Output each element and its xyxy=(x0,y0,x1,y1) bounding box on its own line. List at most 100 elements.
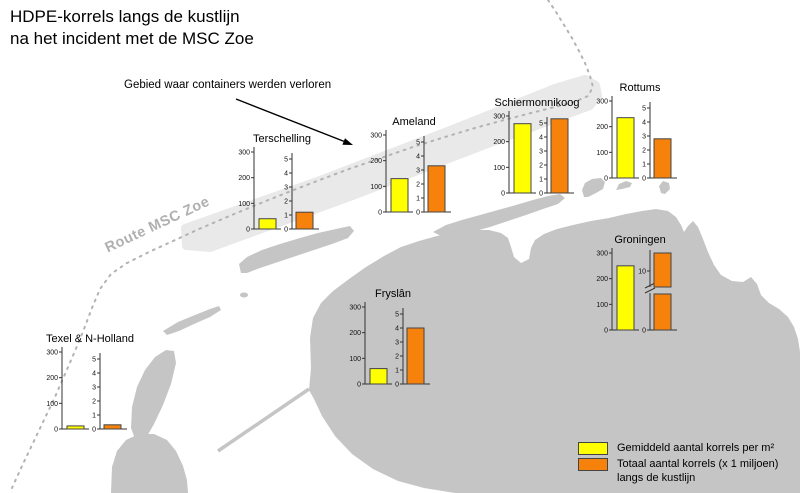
chart-title: Terschelling xyxy=(253,133,311,145)
bar-totaal xyxy=(406,327,425,385)
location-chart-fryslan: Fryslân 0 100 200 300 0 1 2 3 4 5 xyxy=(349,288,430,389)
annotation-label: Gebied waar containers werden verloren xyxy=(124,79,332,91)
tick-label: 200 xyxy=(596,124,608,131)
bar-totaal-lower xyxy=(653,293,672,331)
tick-label: 0 xyxy=(395,382,399,389)
bar-totaal xyxy=(653,138,672,179)
tick-label: 0 xyxy=(54,427,58,434)
bar-gemiddeld xyxy=(513,123,532,194)
tick-label: 0 xyxy=(604,176,608,183)
legend-swatch-totaal xyxy=(578,458,608,471)
tick-label: 5 xyxy=(92,357,96,364)
tick-label: 200 xyxy=(370,158,382,165)
tick-label: 100 xyxy=(349,356,361,363)
tick-label: 300 xyxy=(46,350,58,357)
tick-label: 2 xyxy=(395,354,399,361)
legend: Gemiddeld aantal korrels per m² Totaal a… xyxy=(570,441,778,487)
bar-gemiddeld xyxy=(66,425,85,430)
land-mainland xyxy=(309,209,800,493)
tick-label: 4 xyxy=(284,171,288,178)
tick-label: 100 xyxy=(238,201,250,208)
tick-label: 4 xyxy=(539,135,543,142)
bar-gemiddeld xyxy=(616,117,635,179)
chart-title: Texel & N-Holland xyxy=(46,333,134,345)
tick-label: 4 xyxy=(416,154,420,161)
tick-label: 1 xyxy=(284,213,288,220)
axis-gemiddeld xyxy=(251,147,281,230)
tick-label: 300 xyxy=(370,133,382,140)
tick-label: 300 xyxy=(493,114,505,121)
tick-label: 300 xyxy=(596,251,608,258)
tick-label: 2 xyxy=(92,399,96,406)
tick-label: 100 xyxy=(596,150,608,157)
tick-label: 200 xyxy=(493,139,505,146)
tick-label: 0 xyxy=(92,427,96,434)
chart-title: Rottums xyxy=(620,82,661,94)
island-terschelling xyxy=(239,226,354,273)
tick-label: 5 xyxy=(284,157,288,164)
bar-gemiddeld xyxy=(616,265,635,331)
legend-item: Gemiddeld aantal korrels per m² xyxy=(570,441,778,455)
tick-label: 2 xyxy=(284,199,288,206)
tick-label: 5 xyxy=(416,140,420,147)
page-title-line1: HDPE-korrels langs de kustlijn xyxy=(10,7,240,26)
tick-label: 1 xyxy=(416,196,420,203)
afsluitdijk-causeway xyxy=(217,387,310,453)
tick-label: 0 xyxy=(284,227,288,234)
tick-label: 0 xyxy=(246,227,250,234)
bar-gemiddeld xyxy=(369,368,388,385)
tick-label: 1 xyxy=(395,368,399,375)
tick-label: 2 xyxy=(416,182,420,189)
chart-title: Schiermonnikoog xyxy=(495,97,580,109)
axis-totaal xyxy=(97,353,127,430)
route-msc-zoe-path xyxy=(11,0,595,489)
tick-label: 200 xyxy=(596,276,608,283)
page-title: HDPE-korrels langs de kustlijn na het in… xyxy=(10,6,254,50)
page-title-line2: na het incident met de MSC Zoe xyxy=(10,29,254,48)
tick-label: 3 xyxy=(284,185,288,192)
islet-rottumeroog xyxy=(659,181,670,194)
tick-label: 5 xyxy=(395,312,399,319)
tick-label: 0 xyxy=(378,210,382,217)
location-chart-schiermonnikoog: Schiermonnikoog 0 100 200 300 0 1 2 3 4 5 xyxy=(493,97,580,198)
tick-label: 1 xyxy=(539,177,543,184)
legend-label-totaal: Totaal aantal korrels (x 1 miljoen) lang… xyxy=(617,458,779,484)
tick-label: 1 xyxy=(92,413,96,420)
islet-griend xyxy=(240,292,248,298)
bar-totaal xyxy=(103,424,122,430)
bar-gemiddeld xyxy=(258,218,277,230)
tick-label: 0 xyxy=(357,382,361,389)
island-vlieland xyxy=(163,306,221,335)
tick-label: 300 xyxy=(596,99,608,106)
tick-label: 5 xyxy=(642,106,646,113)
tick-label: 300 xyxy=(238,150,250,157)
annotation-arrow xyxy=(235,98,353,145)
location-chart-rottums: Rottums 0 100 200 300 0 1 2 3 4 5 xyxy=(596,82,677,183)
tick-label: 0 xyxy=(604,328,608,335)
island-schiermonnikoog xyxy=(582,178,605,197)
tick-label: 5 xyxy=(539,121,543,128)
location-chart-texel: Texel & N-Holland 0 100 200 300 0 1 2 3 4 5 xyxy=(46,333,134,434)
tick-label: 3 xyxy=(395,340,399,347)
location-chart-groningen: Groningen 0 100 200 300 0 10 xyxy=(596,234,677,335)
chart-title: Groningen xyxy=(614,234,665,246)
tick-label: 100 xyxy=(493,165,505,172)
tick-label: 300 xyxy=(349,305,361,312)
land-noord-holland xyxy=(111,434,188,493)
legend-swatch-gemiddeld xyxy=(578,442,608,455)
bar-totaal-upper xyxy=(653,252,672,288)
bar-totaal xyxy=(295,211,314,230)
tick-label: 3 xyxy=(92,385,96,392)
legend-label-gemiddeld: Gemiddeld aantal korrels per m² xyxy=(617,442,775,454)
bar-gemiddeld xyxy=(390,178,409,213)
chart-title: Fryslân xyxy=(375,288,411,300)
location-chart-terschelling: Terschelling 0 100 200 300 0 1 2 3 4 5 xyxy=(238,133,319,234)
chart-title: Ameland xyxy=(392,116,435,128)
location-chart-ameland: Ameland 0 100 200 300 0 1 2 3 4 5 xyxy=(370,116,451,217)
tick-label: 0 xyxy=(416,210,420,217)
tick-label: 200 xyxy=(46,375,58,382)
tick-label: 100 xyxy=(46,401,58,408)
